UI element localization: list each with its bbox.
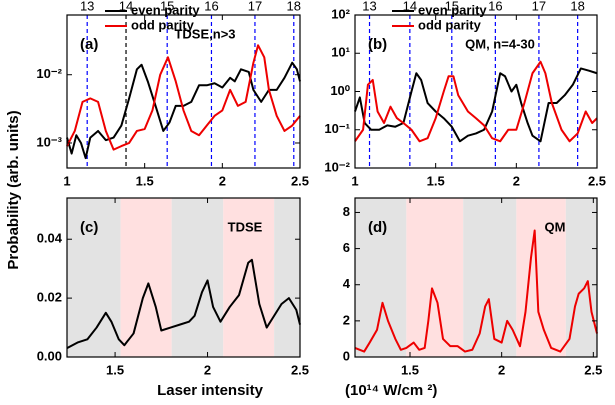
x-tick-label: 2 [513, 173, 520, 188]
top-tick-label: 16 [204, 0, 218, 13]
top-tick-label: 15 [445, 0, 459, 13]
data-line [354, 67, 598, 143]
legend-label: odd parity [131, 17, 195, 32]
data-line [354, 229, 598, 353]
y-tick-label: 0.02 [37, 290, 62, 305]
x-axis-title: Laser intensity [157, 382, 264, 399]
x-tick-label: 1.5 [136, 173, 154, 188]
y-tick-label: 6 [343, 240, 350, 255]
panel-label: (c) [80, 219, 98, 236]
x-tick-label: 2 [204, 362, 211, 377]
x-tick-label: 2.5 [584, 362, 602, 377]
data-line [66, 44, 301, 151]
y-tick-label: 10⁻³ [36, 134, 62, 149]
y-tick-label: 8 [343, 204, 350, 219]
plot-frame [66, 197, 301, 358]
x-tick-label: 2.5 [291, 362, 309, 377]
x-tick-label: 2.5 [588, 173, 606, 188]
shaded-band [120, 198, 172, 357]
x-tick-label: 1.5 [427, 173, 445, 188]
legend-label: even parity [418, 2, 487, 17]
y-tick-label: 10⁰ [330, 83, 350, 98]
annotation: TDSE [228, 219, 263, 234]
y-tick-label: 10⁻² [324, 159, 350, 174]
x-tick-label: 1.5 [401, 362, 419, 377]
plot-frame [354, 197, 598, 358]
shaded-band [171, 198, 224, 357]
shaded-band [406, 198, 464, 357]
shaded-band [463, 198, 517, 357]
shaded-band [274, 198, 300, 357]
y-tick-label: 2 [343, 312, 350, 327]
x-tick-label: 1 [63, 173, 70, 188]
x-tick-label: 1.5 [106, 362, 124, 377]
y-tick-label: 10⁻¹ [324, 121, 350, 136]
top-tick-label: 16 [488, 0, 502, 13]
top-tick-label: 18 [570, 0, 584, 13]
x-axis-unit: (10¹⁴ W/cm ²) [345, 382, 437, 399]
data-line [66, 258, 301, 350]
top-tick-label: 17 [532, 0, 546, 13]
y-tick-label: 0 [343, 348, 350, 363]
top-tick-label: 18 [287, 0, 301, 13]
top-tick-label: 17 [248, 0, 262, 13]
y-tick-label: 10¹ [331, 45, 350, 60]
data-line [66, 61, 301, 160]
top-tick-label: 13 [80, 0, 94, 13]
y-tick-label: 0.04 [37, 231, 63, 246]
x-tick-label: 2 [219, 173, 226, 188]
y-axis-title: Probability (arb. units) [5, 110, 22, 269]
x-tick-label: 2.5 [291, 173, 309, 188]
top-tick-label: 13 [362, 0, 376, 13]
annotation: TDSE,n>3 [174, 26, 235, 41]
panel-label: (d) [368, 219, 387, 236]
legend-label: odd parity [418, 17, 482, 32]
top-tick-label: 15 [160, 0, 174, 13]
y-tick-label: 10⁻² [36, 66, 62, 81]
plot-frame [66, 14, 301, 169]
data-line [354, 60, 598, 143]
panel-label: (a) [80, 36, 98, 53]
panel-label: (b) [368, 36, 387, 53]
x-tick-label: 2 [498, 362, 505, 377]
y-tick-label: 0.00 [37, 348, 62, 363]
y-tick-label: 4 [343, 276, 351, 291]
y-tick-label: 10² [331, 6, 350, 21]
shaded-band [223, 198, 275, 357]
annotation: QM, n=4-30 [465, 36, 535, 51]
annotation: QM [545, 219, 566, 234]
shaded-band [355, 198, 407, 357]
shaded-band [516, 198, 566, 357]
legend-label: even parity [131, 2, 200, 17]
x-tick-label: 1 [351, 173, 358, 188]
